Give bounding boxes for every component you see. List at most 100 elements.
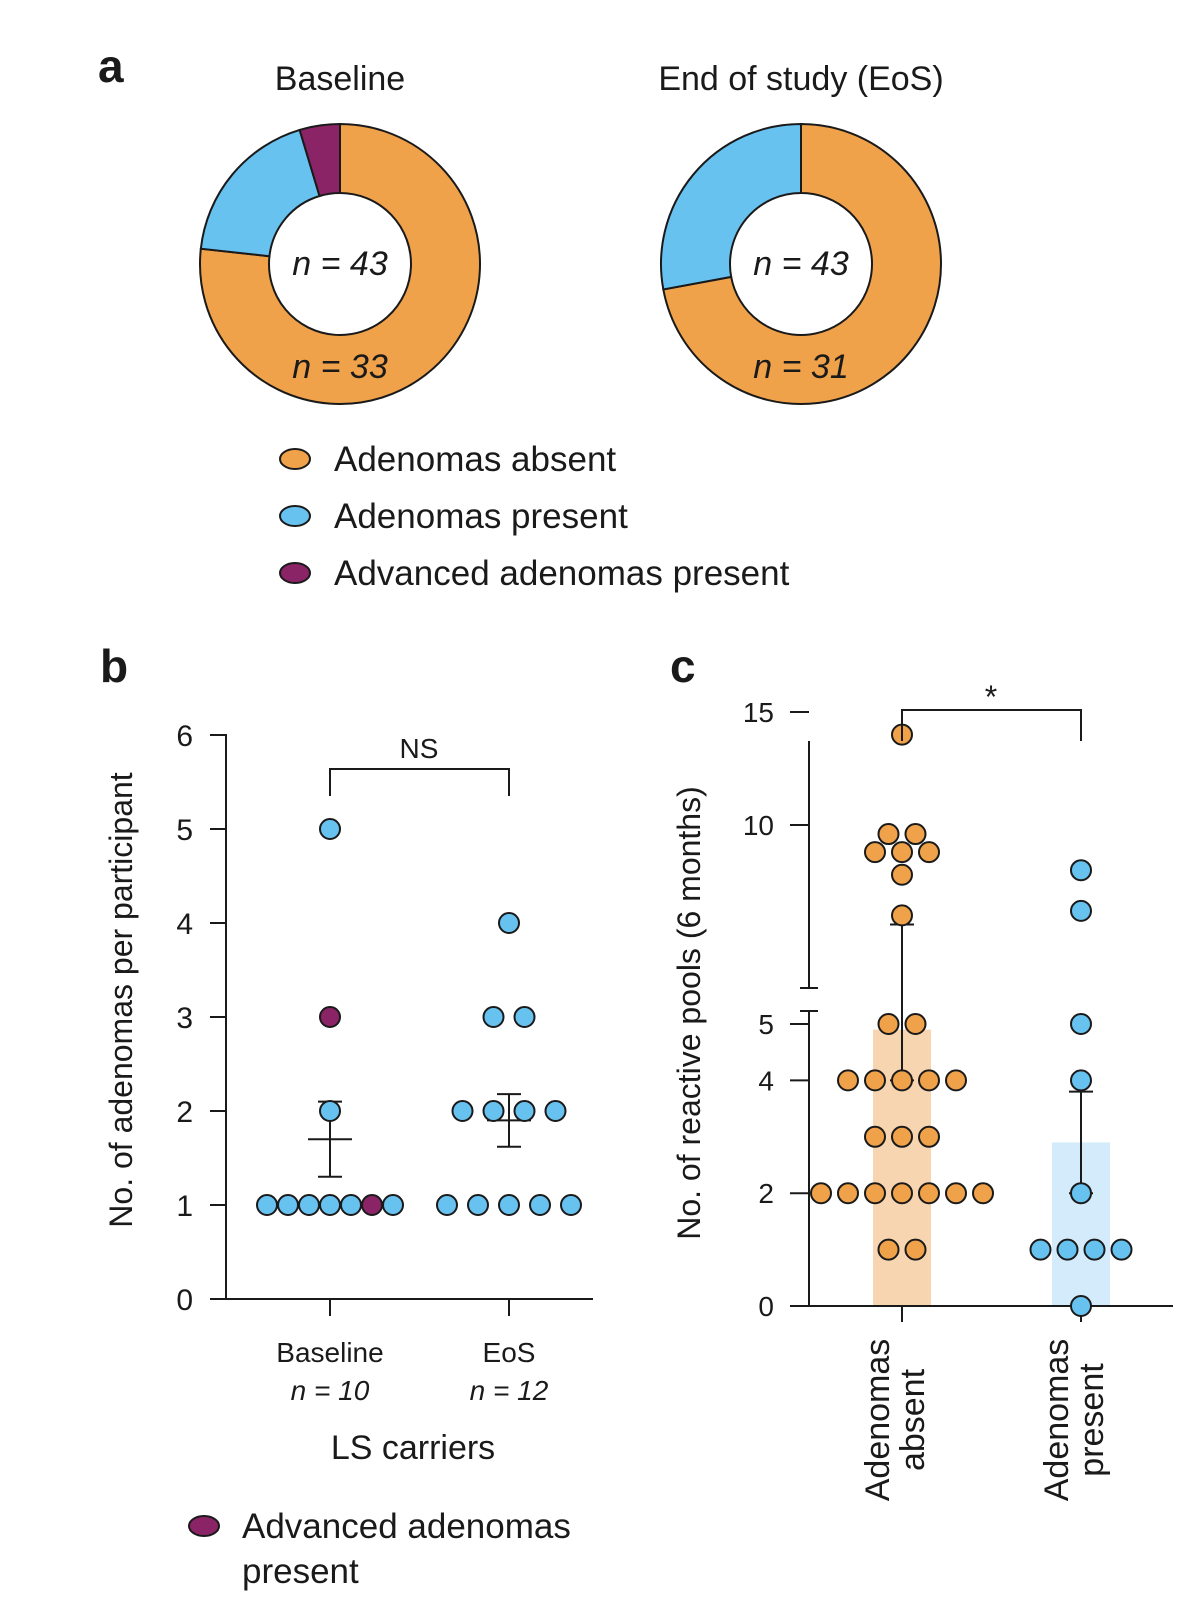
donut-baseline-total-label: n = 43 (292, 245, 388, 283)
panel-c-y-tick-label: 4 (758, 1065, 774, 1096)
panel-c-point-present (1070, 899, 1092, 922)
panel-b-point-present (436, 1194, 458, 1216)
panel-b-y-tick-label: 6 (176, 720, 193, 753)
legend-label-present: Adenomas present (334, 497, 628, 536)
panel-b-point-present (382, 1194, 404, 1216)
panel-b-y-tick-label: 5 (176, 814, 193, 847)
panel-b-label: b (100, 640, 128, 692)
panel-b-n-eos: n = 12 (470, 1375, 549, 1406)
panel-c-point-absent (945, 1182, 967, 1205)
panel-c-point-absent (837, 1182, 859, 1205)
panel-c-point-absent (891, 1069, 913, 1092)
panel-b-point-present (340, 1194, 362, 1216)
panel-b-y-tick-label: 3 (176, 1002, 193, 1035)
panel-c-point-absent (864, 1182, 886, 1205)
panel-c-point-absent (918, 841, 940, 864)
panel-c-point-present (1029, 1238, 1052, 1261)
panel-c-axes: 0 2 4 5 10 15 absent present (743, 697, 1173, 1477)
panel-b-point-present (482, 1100, 505, 1122)
panel-b-point-present (498, 912, 520, 934)
panel-c-y-tick-label: 10 (743, 810, 774, 841)
panel-c-x-label-present-line1: Adenomas (1038, 1339, 1076, 1502)
panel-a: a Baseline End of study (EoS) n = 43 n =… (98, 40, 944, 593)
panel-b-point-present (482, 1006, 505, 1028)
panel-b-y-tick-label: 2 (176, 1096, 193, 1129)
panel-b-sig-bracket (329, 768, 510, 796)
panel-c-sig-bracket (901, 709, 1082, 741)
panel-c-point-absent (972, 1182, 994, 1205)
panel-c-point-present (1083, 1238, 1106, 1261)
panel-c-points (810, 723, 1133, 1317)
panel-c-y-axis-label: No. of reactive pools (6 months) (671, 786, 707, 1240)
panel-c-x-label-present-line2: present (1073, 1363, 1111, 1477)
panel-c-point-absent (904, 1013, 927, 1035)
donut-slice-present (199, 128, 321, 258)
panel-b-point-present (560, 1194, 582, 1216)
panel-b-point-present (451, 1100, 474, 1122)
panel-b-point-advanced (361, 1194, 383, 1216)
panel-c-point-absent (877, 1238, 900, 1261)
panel-c-point-absent (891, 1182, 913, 1205)
panel-c-point-absent (904, 1238, 927, 1261)
panel-c-point-absent (945, 1069, 967, 1092)
panel-c-point-present (1070, 859, 1092, 882)
panel-b-point-present (513, 1100, 536, 1122)
donut-slice-advanced (298, 122, 341, 198)
panel-c-y-tick-label: 15 (743, 697, 774, 728)
panel-c-point-present (1110, 1238, 1133, 1261)
panel-c-point-absent (891, 904, 913, 927)
panel-c-point-present (1070, 1069, 1092, 1092)
panel-b-error-bars (308, 1093, 531, 1178)
panel-b-point-present (529, 1194, 551, 1216)
panel-c-label: c (670, 640, 696, 692)
panel-b-point-present (467, 1194, 489, 1216)
panel-b-y-tick-label: 0 (176, 1284, 193, 1317)
donut-slice-absent (662, 122, 942, 405)
panel-b-y-tick-label: 1 (176, 1190, 193, 1223)
donut-eos (660, 122, 942, 405)
panel-b-legend-swatch-advanced (188, 1515, 220, 1537)
panel-c-point-present (1070, 1295, 1092, 1317)
panel-c-point-absent (891, 1125, 913, 1148)
panel-c-point-present (1070, 1182, 1092, 1205)
panel-c-point-absent (891, 841, 913, 864)
panel-b-point-present (544, 1100, 567, 1122)
panel-c-point-present (1056, 1238, 1079, 1261)
donut-baseline-title: Baseline (275, 60, 405, 98)
panel-b-x-label-baseline: Baseline (276, 1337, 383, 1368)
donut-slice-present (660, 122, 802, 291)
panel-b-y-tick-label: 4 (176, 908, 193, 941)
panel-b-y-ticks: 0 1 2 3 4 5 6 (176, 720, 226, 1317)
panel-b-point-present (277, 1194, 299, 1216)
panel-c-point-absent (918, 1125, 940, 1148)
panel-b-x-label-eos: EoS (483, 1337, 536, 1368)
panel-c-point-absent (918, 1182, 940, 1205)
panel-c-sig-label: * (985, 679, 997, 715)
panel-b-point-present (319, 1100, 341, 1122)
panel-b-point-present (319, 1194, 341, 1216)
panel-c-point-absent (864, 1125, 886, 1148)
panel-c-point-present (1070, 1013, 1092, 1035)
panel-c-point-absent (904, 823, 927, 846)
legend-label-absent: Adenomas absent (334, 440, 616, 479)
panel-b-y-axis-label: No. of adenomas per participant (103, 772, 139, 1227)
panel-c-point-absent (877, 1013, 900, 1035)
panel-a-label: a (98, 40, 124, 92)
panel-c-y-tick-label: 0 (758, 1291, 774, 1322)
legend-swatch-present (279, 505, 311, 527)
panel-c: c No. of reactive pools (6 months) 0 2 4 5 1… (670, 640, 1173, 1501)
donut-eos-title: End of study (EoS) (658, 60, 943, 98)
panel-c-y-tick-label: 2 (758, 1178, 774, 1209)
legend-swatch-advanced (279, 562, 311, 584)
panel-c-point-absent (837, 1069, 859, 1092)
donut-baseline-absent-label: n = 33 (292, 348, 388, 386)
panel-c-y-tick-label: 5 (758, 1009, 774, 1040)
panel-c-point-absent (918, 1069, 940, 1092)
donut-slice-absent (199, 122, 481, 405)
panel-c-x-label-absent-line2: absent (894, 1368, 932, 1471)
panel-b: b No. of adenomas per participant 0 1 2 3 4 5… (100, 640, 593, 1591)
panel-b-point-present (298, 1194, 320, 1216)
panel-b-points (256, 818, 582, 1216)
panel-b-point-advanced (319, 1006, 341, 1028)
